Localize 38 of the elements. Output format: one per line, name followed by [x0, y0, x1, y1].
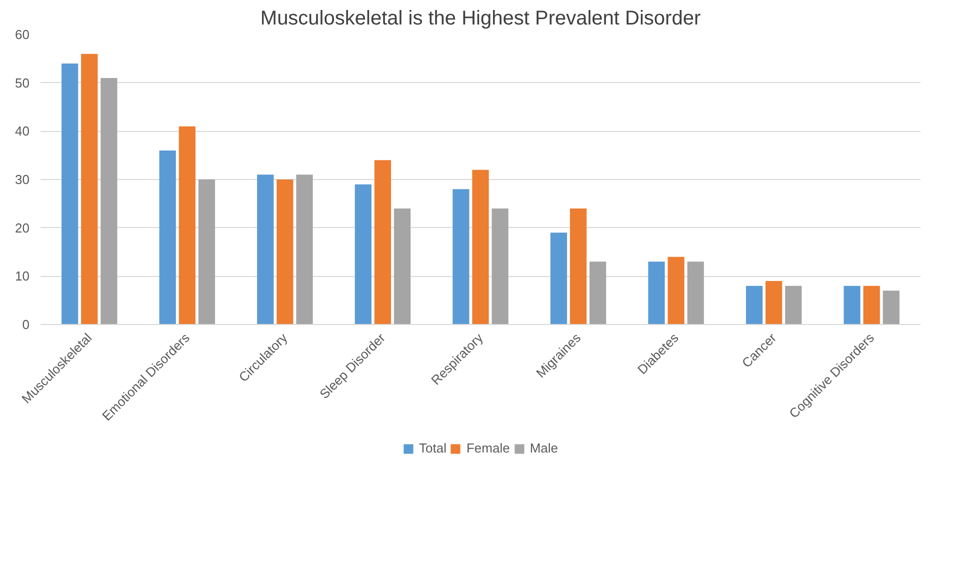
legend-label: Female: [466, 440, 510, 456]
bar: [882, 290, 900, 324]
bar: [62, 64, 78, 324]
bar: [844, 286, 860, 324]
y-tick-label: 60: [15, 27, 30, 42]
bar: [257, 174, 274, 324]
y-tick-label: 30: [15, 172, 30, 187]
bar: [785, 286, 802, 324]
bar: [687, 262, 704, 324]
y-tick-label: 50: [15, 75, 30, 90]
y-tick-label: 0: [22, 317, 30, 332]
bar: [452, 189, 470, 324]
bar: [570, 208, 587, 324]
bar: [198, 180, 216, 324]
bar: [159, 150, 176, 324]
bar: [746, 286, 763, 324]
bar: [276, 180, 294, 324]
bar: [492, 208, 508, 324]
bar: [354, 184, 372, 324]
bar: [863, 286, 880, 324]
legend-label: Total: [418, 440, 446, 456]
bar: [178, 126, 196, 324]
bar: [766, 281, 782, 324]
y-tick-label: 40: [15, 124, 30, 139]
legend-label: Male: [530, 440, 558, 456]
bar: [100, 78, 118, 324]
bar: [472, 170, 489, 324]
bar: [648, 262, 665, 324]
bar: [374, 160, 392, 324]
bar: [81, 54, 98, 324]
bar: [590, 262, 606, 324]
bar: [668, 256, 684, 324]
y-tick-label: 10: [15, 268, 30, 284]
bar: [296, 174, 313, 324]
bar: [394, 208, 411, 324]
bar: [550, 232, 568, 324]
chart-title: Musculoskeletal is the Highest Prevalent Disorder: [260, 8, 701, 30]
y-tick-label: 20: [15, 220, 30, 236]
